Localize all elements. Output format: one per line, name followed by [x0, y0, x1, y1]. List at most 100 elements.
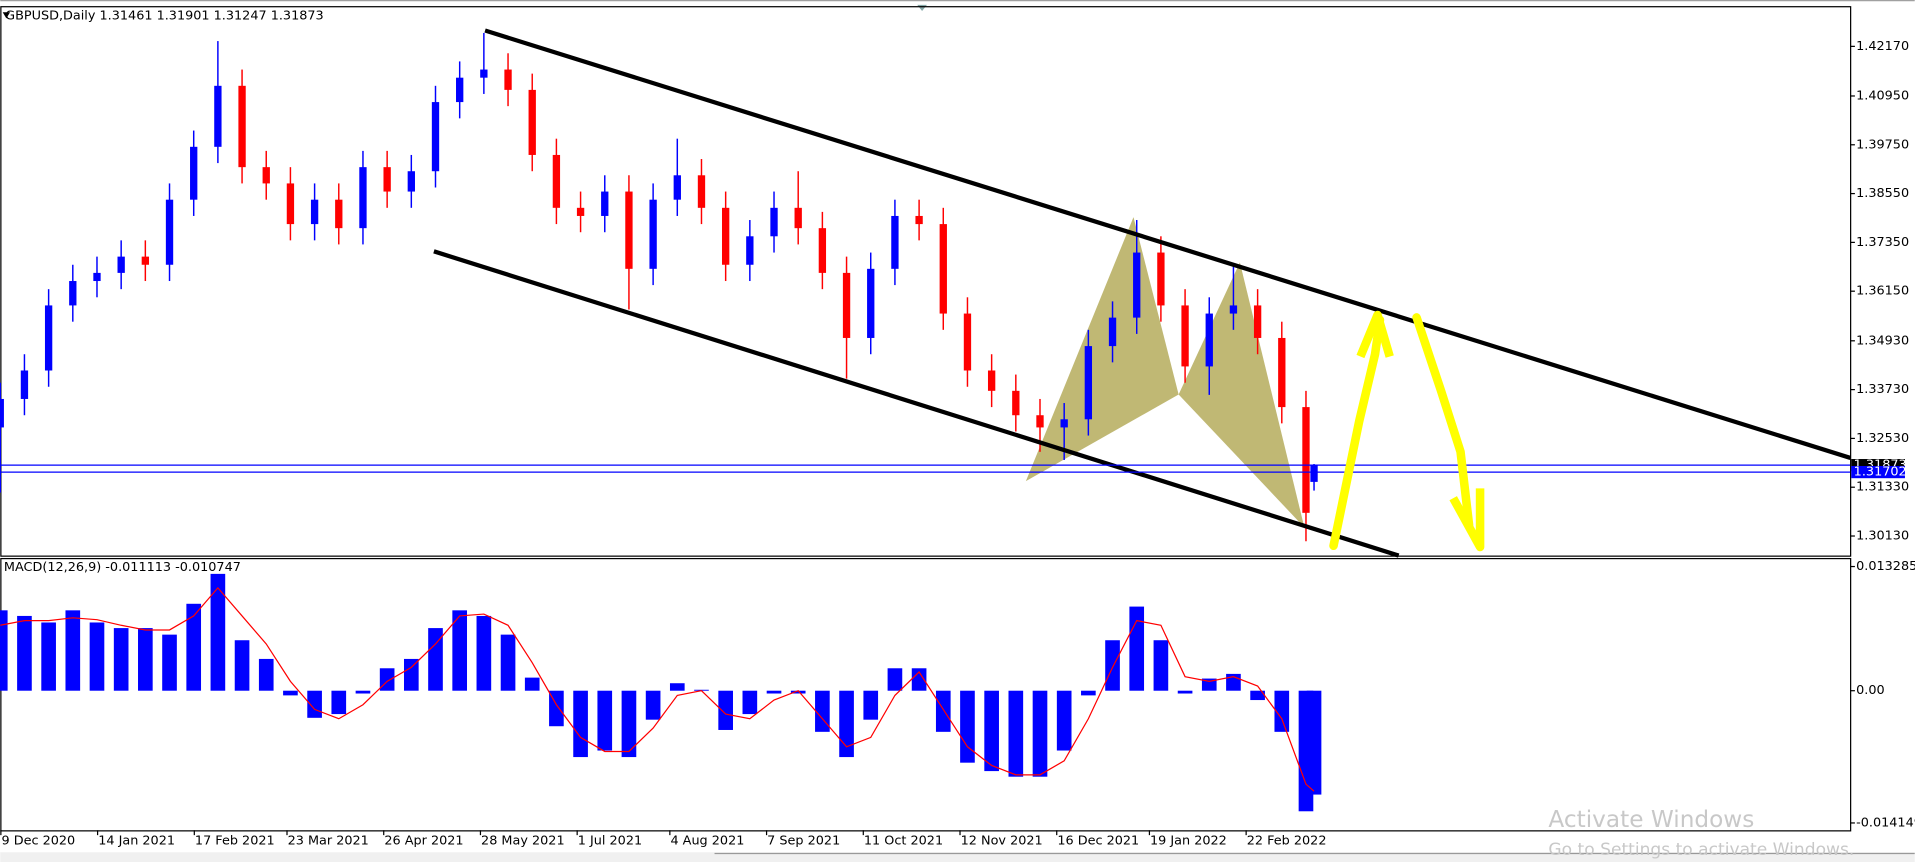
trend-line: [433, 249, 1400, 558]
candle-body: [262, 167, 270, 184]
y-tick-label: 1.38550: [1856, 186, 1909, 201]
y-tick-label: 1.39750: [1856, 137, 1909, 152]
candle-body: [1108, 317, 1117, 347]
macd-bar: [1177, 690, 1193, 694]
macd-bar: [1153, 640, 1169, 691]
macd-bar: [645, 690, 661, 720]
macd-bar: [815, 690, 830, 732]
y-tick-label: 1.34930: [1856, 333, 1909, 348]
macd-bar: [1008, 690, 1024, 777]
candle-body: [1060, 419, 1068, 428]
candle-body: [190, 146, 198, 200]
macd-bar: [960, 690, 975, 763]
candle-body: [818, 228, 827, 273]
macd-bar: [1032, 690, 1048, 777]
candle-body: [746, 236, 754, 265]
candle-body: [1084, 346, 1093, 420]
macd-bar: [500, 634, 516, 691]
candle-body: [44, 305, 53, 371]
macd-panel: [0, 557, 1852, 832]
forecast-arrows: [1329, 310, 1485, 552]
macd-bar: [1250, 690, 1265, 701]
x-tick-label: 22 Feb 2022: [1247, 834, 1327, 849]
candle-body: [1310, 465, 1318, 482]
candle-body: [794, 207, 802, 229]
candle-body: [1253, 305, 1262, 338]
x-tick-label: 12 Nov 2021: [961, 834, 1043, 849]
macd-bar: [790, 690, 806, 694]
macd-bar: [283, 690, 298, 696]
macd-bar: [379, 668, 395, 691]
macd-bar: [742, 690, 758, 715]
x-tick-label: 9 Dec 2020: [1, 834, 75, 849]
macd-bar: [0, 610, 8, 691]
candle-body: [0, 398, 4, 428]
y-tick-label: 0.013285: [1856, 559, 1915, 574]
candle-body: [1133, 252, 1141, 318]
candle-body: [93, 272, 101, 282]
arrow-down-head: [1449, 488, 1485, 552]
macd-bar: [597, 690, 613, 751]
macd-bar: [1201, 678, 1217, 691]
candle-body: [1302, 407, 1310, 513]
x-tick-label: 4 Aug 2021: [670, 834, 744, 849]
macd-bar: [524, 677, 540, 691]
candle-body: [1012, 390, 1020, 416]
candle-body: [576, 207, 585, 216]
macd-bar: [41, 622, 56, 691]
candle-body: [673, 175, 681, 200]
x-tick-label: 19 Jan 2022: [1150, 834, 1227, 849]
candle-body: [987, 370, 996, 391]
candle-body: [456, 77, 464, 103]
macd-bar: [89, 622, 105, 691]
candle-body: [1205, 313, 1213, 367]
candle-body: [335, 199, 343, 229]
signal-line: [0, 586, 1315, 792]
macd-bar: [1306, 690, 1322, 795]
macd-bar: [65, 610, 81, 691]
macd-bar: [355, 690, 371, 694]
x-tick-label: 23 Mar 2021: [288, 834, 369, 849]
macd-bar: [17, 615, 32, 691]
x-tick-label: 17 Feb 2021: [195, 834, 275, 849]
macd-bar: [331, 690, 347, 715]
macd-bar: [911, 668, 927, 691]
watermark-subtitle: Go to Settings to activate Windows.: [1548, 840, 1854, 860]
macd-bar: [887, 668, 903, 691]
macd-bar: [234, 640, 250, 691]
arrow-down: [1412, 313, 1474, 530]
macd-bar: [863, 690, 879, 720]
macd-bar: [210, 573, 226, 691]
macd-bar: [258, 658, 274, 691]
watermark-title: Activate Windows: [1548, 806, 1754, 833]
macd-bar: [1081, 690, 1096, 696]
macd-bar: [186, 603, 202, 691]
macd-title: MACD(12,26,9) -0.011113 -0.010747: [4, 560, 241, 575]
macd-bar: [162, 634, 177, 691]
macd-bar: [766, 690, 782, 694]
macd-bar: [549, 690, 564, 727]
candle-body: [697, 175, 706, 208]
candle-body: [770, 207, 778, 237]
y-tick-label: 1.33730: [1856, 382, 1909, 397]
x-tick-label: 28 May 2021: [481, 834, 565, 849]
candle-body: [165, 199, 174, 265]
x-tick-label: 16 Dec 2021: [1057, 834, 1139, 849]
price-label: 1.31702: [1854, 465, 1907, 480]
candle-body: [1229, 305, 1238, 314]
y-tick-label: 1.36150: [1856, 284, 1909, 299]
candle-body: [649, 199, 657, 269]
macd-bar: [1056, 690, 1072, 751]
candle-body: [939, 224, 947, 314]
macd-bar: [984, 690, 999, 772]
macd-bar: [113, 628, 129, 691]
candle-body: [214, 85, 222, 147]
candle-body: [504, 69, 512, 90]
main-panel: [0, 6, 1852, 557]
x-tick-label: 11 Oct 2021: [864, 834, 943, 849]
y-tick-label: 1.32530: [1856, 431, 1909, 446]
candle-body: [528, 89, 536, 155]
